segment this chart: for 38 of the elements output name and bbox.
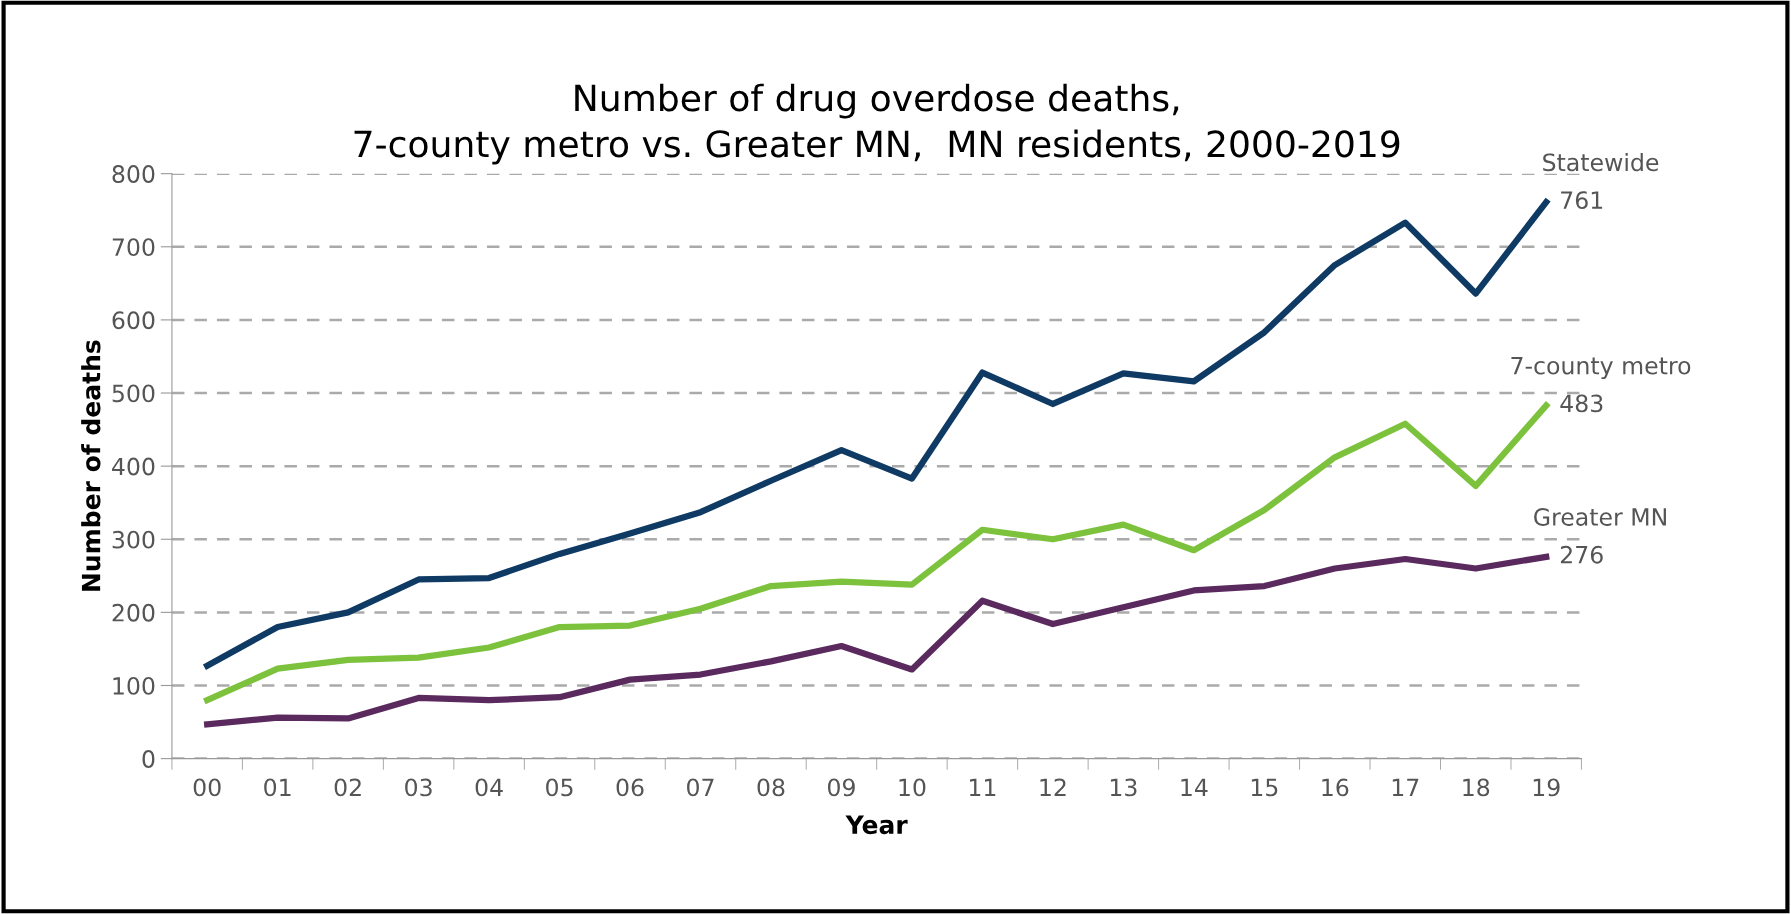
y-axis-title: Number of deaths <box>81 340 101 591</box>
y-tick-label: 300 <box>112 530 155 549</box>
x-tick-label: 02 <box>334 778 361 797</box>
y-tick-label: 200 <box>112 603 155 622</box>
y-tick-label: 700 <box>112 238 155 257</box>
x-tick-label: 19 <box>1533 778 1560 797</box>
y-tick-label: 100 <box>113 676 155 695</box>
y-tick-label: 0 <box>142 750 155 768</box>
x-tick-label: 05 <box>546 778 573 797</box>
x-tick-label: 10 <box>899 778 926 797</box>
x-tick-label: 12 <box>1040 778 1066 797</box>
x-tick-label: 14 <box>1181 778 1208 797</box>
x-tick-label: 01 <box>264 778 291 797</box>
series-label: 7-county metro <box>1511 356 1691 380</box>
data-label: 276 <box>1560 545 1603 564</box>
x-tick-label: 15 <box>1251 778 1278 797</box>
x-tick-label: 16 <box>1322 778 1349 797</box>
x-tick-label: 06 <box>616 778 644 797</box>
x-tick-label: 07 <box>687 778 714 797</box>
x-tick-label: 08 <box>757 778 785 797</box>
y-tick-label: 800 <box>112 165 155 183</box>
x-tick-label: 13 <box>1110 778 1137 797</box>
data-label: 761 <box>1561 191 1603 210</box>
y-tick-label: 600 <box>112 311 155 330</box>
data-label: 483 <box>1560 394 1603 413</box>
x-tick-label: 04 <box>475 778 503 797</box>
x-tick-label: 18 <box>1463 778 1490 797</box>
x-tick-label: 11 <box>969 778 996 797</box>
x-tick-label: 17 <box>1392 778 1419 797</box>
series-label: Statewide <box>1543 152 1659 172</box>
x-tick-label: 09 <box>827 778 855 797</box>
y-tick-label: 400 <box>112 457 155 476</box>
y-tick-label: 500 <box>112 384 155 403</box>
series-label: Greater MN <box>1534 508 1666 526</box>
x-axis-title: Year <box>845 815 908 835</box>
chart-title: Number of drug overdose deaths, 7-county metro vs. Greater MN, MN residents, 2000-2019 <box>354 83 1400 165</box>
x-tick-label: 03 <box>405 778 432 797</box>
x-tick-label: 00 <box>193 778 221 797</box>
